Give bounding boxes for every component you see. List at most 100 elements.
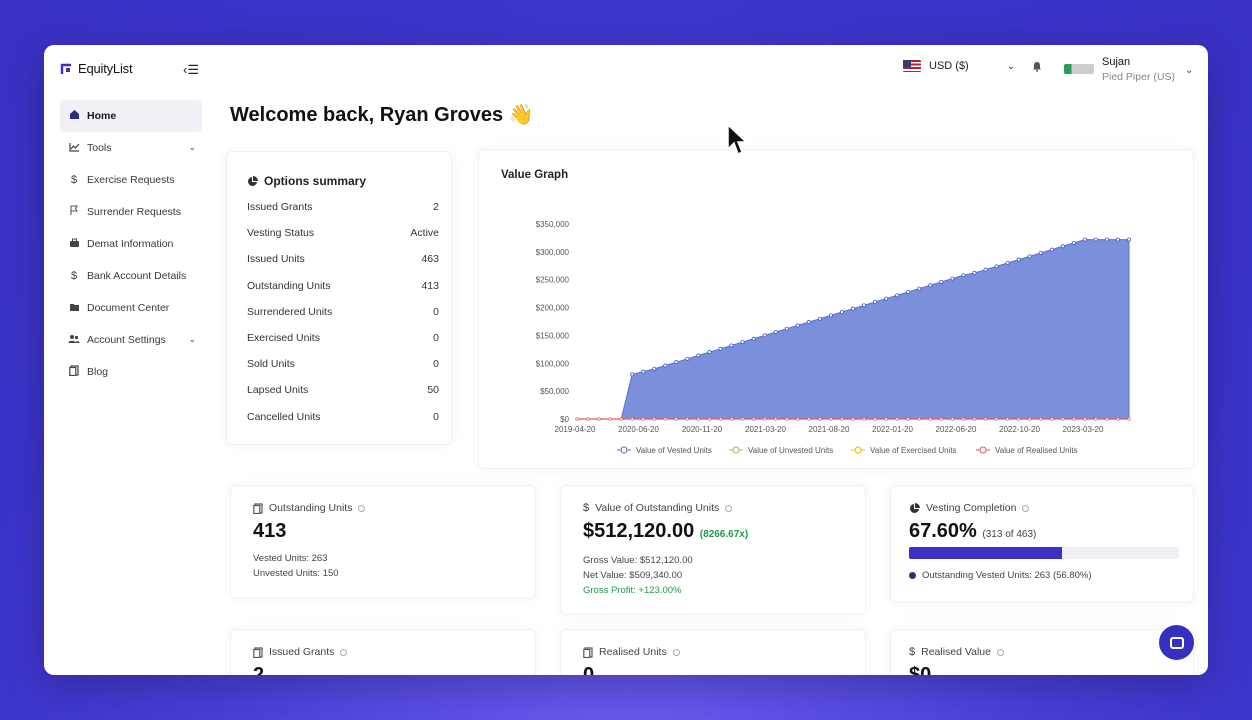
vested-point xyxy=(674,360,679,365)
sidebar: Home Tools ⌄ $ Exercise Requests Surrend… xyxy=(60,100,202,388)
dollar-icon: $ xyxy=(583,502,590,514)
realised-point xyxy=(597,417,601,421)
y-tick-label: $250,000 xyxy=(536,276,570,285)
sidebar-item-label: Account Settings xyxy=(87,334,166,346)
vested-point xyxy=(939,279,944,284)
stat-value: $0 xyxy=(909,664,932,675)
stat-label-text: Value of Outstanding Units xyxy=(595,502,720,514)
value-graph-card: Value Graph $0 $50,000 $100,000 $150,000 $20… xyxy=(478,149,1194,469)
user-menu[interactable]: Sujan Pied Piper (US) xyxy=(1064,56,1175,83)
chat-support-button[interactable] xyxy=(1159,625,1194,660)
vested-point xyxy=(895,293,900,298)
info-icon[interactable] xyxy=(725,504,733,512)
dollar-icon: $ xyxy=(909,646,916,658)
vesting-progress-fill xyxy=(909,547,1063,559)
vested-point xyxy=(729,343,734,348)
stat-value-amount: 67.60% xyxy=(909,520,977,542)
app-name: EquityList xyxy=(78,61,133,76)
row-label: Vesting Status xyxy=(247,227,315,240)
realised-point xyxy=(796,417,800,421)
legend-marker xyxy=(854,446,862,454)
notification-bell-icon[interactable] xyxy=(1032,61,1042,75)
sidebar-item-home[interactable]: Home xyxy=(60,100,202,132)
realised-point xyxy=(950,417,955,421)
realised-point xyxy=(961,417,966,421)
sidebar-item-document-center[interactable]: Document Center xyxy=(60,292,202,324)
folder-icon xyxy=(68,302,80,315)
stat-label-text: Vesting Completion xyxy=(926,502,1017,514)
realised-point xyxy=(740,417,745,421)
realised-point xyxy=(696,417,701,421)
equitylist-logo-icon xyxy=(60,63,71,74)
sidebar-item-demat-information[interactable]: Demat Information xyxy=(60,228,202,260)
info-icon[interactable] xyxy=(1022,504,1030,512)
stat-label: $ Realised Value xyxy=(909,646,1004,658)
vested-point xyxy=(917,286,922,291)
realised-point xyxy=(785,417,789,421)
sidebar-item-account-settings[interactable]: Account Settings ⌄ xyxy=(60,324,202,356)
user-chevron-down-icon[interactable]: ⌄ xyxy=(1185,65,1194,76)
company-logo xyxy=(1064,64,1094,74)
sidebar-item-bank-account-details[interactable]: $ Bank Account Details xyxy=(60,260,202,292)
logo[interactable]: EquityList xyxy=(60,61,133,76)
vested-point xyxy=(1038,250,1043,255)
options-summary-title-text: Options summary xyxy=(264,174,367,188)
chart-icon xyxy=(68,142,80,155)
vested-point xyxy=(1093,237,1098,242)
y-tick-label: $350,000 xyxy=(536,220,570,229)
vested-point xyxy=(850,306,855,311)
sidebar-item-label: Document Center xyxy=(87,302,170,314)
vested-point xyxy=(1005,261,1010,266)
realised-point xyxy=(829,417,833,421)
collapse-sidebar-icon[interactable]: ‹☰ xyxy=(183,62,199,77)
document-icon xyxy=(68,365,80,379)
vesting-completion-card: Vesting Completion 67.60% (313 of 463) O… xyxy=(890,485,1194,603)
legend-label: Value of Vested Units xyxy=(636,446,712,455)
legend-label: Value of Unvested Units xyxy=(748,446,833,455)
sidebar-item-tools[interactable]: Tools ⌄ xyxy=(60,132,202,164)
info-icon[interactable] xyxy=(996,648,1004,656)
progress-legend-text: Outstanding Vested Units: 263 (56.80%) xyxy=(922,570,1092,581)
value-graph-chart[interactable]: $0 $50,000 $100,000 $150,000 $200,000 $250,00… xyxy=(479,150,1195,470)
vesting-progress-bar xyxy=(909,547,1179,559)
realised-point xyxy=(983,417,988,421)
vested-point xyxy=(795,323,800,328)
currency-selector[interactable]: USD ($) ⌄ xyxy=(903,60,1015,72)
realised-point xyxy=(1027,417,1032,421)
realised-point xyxy=(1116,417,1120,421)
info-icon[interactable] xyxy=(358,504,366,512)
progress-legend: Outstanding Vested Units: 263 (56.80%) xyxy=(909,570,1092,581)
info-icon[interactable] xyxy=(672,648,680,656)
legend-marker xyxy=(979,446,987,454)
realised-point xyxy=(619,417,623,421)
vested-point xyxy=(773,330,778,335)
realised-point xyxy=(707,417,712,421)
legend-dot xyxy=(909,572,916,579)
sidebar-item-label: Bank Account Details xyxy=(87,270,187,282)
realised-point xyxy=(1083,417,1087,421)
vested-point xyxy=(817,316,822,321)
pie-chart-icon xyxy=(248,175,258,186)
sidebar-item-blog[interactable]: Blog xyxy=(60,356,202,388)
info-icon[interactable] xyxy=(340,648,348,656)
row-label: Lapsed Units xyxy=(247,384,309,397)
vested-point xyxy=(862,303,867,308)
sidebar-item-exercise-requests[interactable]: $ Exercise Requests xyxy=(60,164,202,196)
legend-marker xyxy=(732,446,740,454)
sidebar-item-surrender-requests[interactable]: Surrender Requests xyxy=(60,196,202,228)
row-label: Cancelled Units xyxy=(247,410,321,423)
list-item: Issued Grants 2 xyxy=(247,194,439,220)
value-outstanding-card: $ Value of Outstanding Units $512,120.00… xyxy=(560,485,866,615)
x-tick-label: 2022-01-20 xyxy=(872,425,913,434)
vested-point xyxy=(828,313,833,318)
list-item: Issued Units 463 xyxy=(247,246,439,272)
row-label: Issued Units xyxy=(247,253,305,266)
realised-point xyxy=(1016,417,1021,421)
row-value: 413 xyxy=(421,279,439,292)
vested-point xyxy=(806,320,811,325)
pie-chart-icon xyxy=(910,502,920,513)
vested-point xyxy=(641,369,646,374)
row-value: 0 xyxy=(433,305,439,318)
realised-point xyxy=(818,417,822,421)
y-tick-label: $300,000 xyxy=(536,248,570,257)
